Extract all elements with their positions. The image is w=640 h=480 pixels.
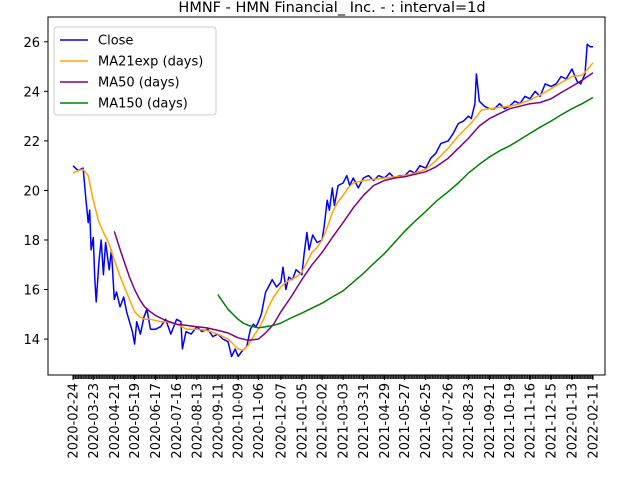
x-tick-label: 2020-10-09 (232, 383, 247, 459)
x-tick-label: 2021-09-21 (483, 383, 498, 459)
series-line-ma150-days (217, 96, 594, 329)
x-tick-label: 2021-05-27 (398, 383, 413, 459)
y-tick-label: 14 (23, 333, 40, 348)
y-tick-label: 18 (23, 234, 40, 249)
x-tick-label: 2020-09-11 (211, 383, 226, 459)
x-tick-label: 2021-04-29 (378, 383, 393, 459)
y-tick-label: 22 (23, 135, 40, 150)
x-tick-label: 2021-07-26 (442, 383, 457, 459)
x-tick-label: 2020-12-07 (274, 383, 289, 459)
x-tick-label: 2020-06-17 (149, 383, 164, 459)
x-tick-label: 2021-03-03 (337, 383, 352, 459)
series-line-ma21exp-days (72, 62, 594, 351)
x-tick-label: 2020-08-13 (190, 383, 205, 459)
x-tick-label: 2021-12-15 (545, 383, 560, 459)
x-tick-label: 2022-02-11 (587, 383, 602, 459)
plot-frame (47, 16, 606, 376)
y-tick-label: 26 (23, 36, 40, 51)
x-tick-label: 2021-02-02 (316, 383, 331, 459)
x-tick-label: 2020-05-19 (128, 383, 143, 459)
y-tick-label: 20 (23, 184, 40, 199)
legend-label: MA21exp (days) (98, 55, 203, 70)
y-tick-label: 16 (23, 284, 40, 299)
x-tick-label: 2020-02-24 (67, 383, 82, 459)
x-tick-label: 2021-01-05 (295, 383, 310, 459)
x-tick-label: 2020-03-23 (87, 383, 102, 459)
x-tick-label: 2021-10-19 (503, 383, 518, 459)
x-tick-label: 2020-11-06 (252, 383, 267, 459)
x-tick-label: 2021-11-16 (524, 383, 539, 459)
series-line-ma50-days (113, 72, 594, 342)
legend-label: MA50 (days) (98, 76, 180, 91)
x-tick-label: 2020-04-21 (108, 383, 123, 459)
x-tick-label: 2021-06-25 (419, 383, 434, 459)
x-tick-label: 2021-08-23 (462, 383, 477, 459)
chart-title: HMNF - HMN Financial_ Inc. - : interval=… (178, 0, 485, 16)
x-tick-label: 2022-01-13 (566, 383, 581, 459)
x-tick-label: 2020-07-16 (170, 383, 185, 459)
y-tick-label: 24 (23, 85, 40, 100)
legend-box (53, 26, 217, 116)
legend-label: MA150 (days) (98, 97, 188, 112)
legend-label: Close (98, 34, 133, 49)
plot-area (72, 43, 594, 358)
x-tick-label: 2021-03-31 (357, 383, 372, 459)
